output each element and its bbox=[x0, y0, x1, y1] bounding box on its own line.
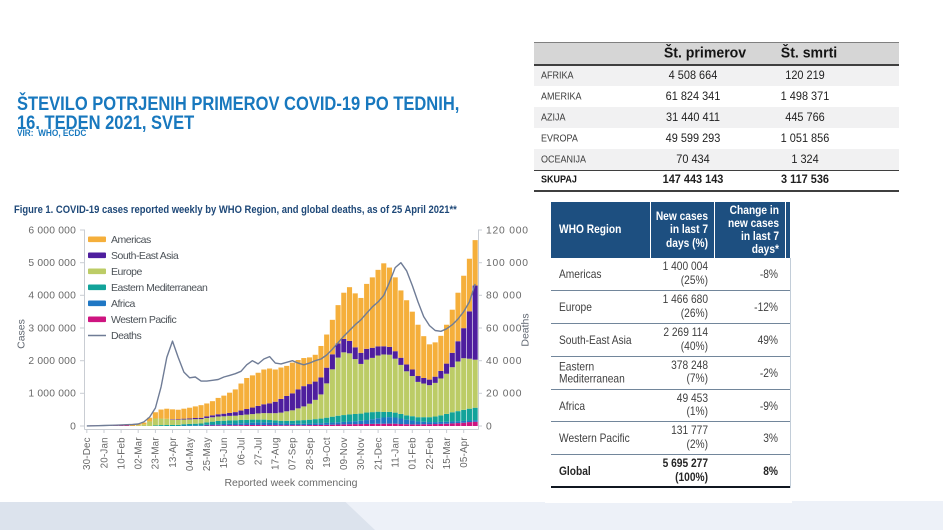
svg-text:11-Jan: 11-Jan bbox=[391, 437, 402, 467]
svg-text:01-Feb: 01-Feb bbox=[408, 437, 419, 470]
svg-text:Deaths: Deaths bbox=[520, 313, 532, 346]
svg-text:Reported week commencing: Reported week commencing bbox=[224, 477, 357, 489]
svg-text:Cases: Cases bbox=[16, 319, 28, 349]
svg-text:28-Sep: 28-Sep bbox=[305, 437, 316, 470]
svg-text:27-Jul: 27-Jul bbox=[253, 437, 264, 465]
svg-text:60 000: 60 000 bbox=[486, 323, 522, 334]
svg-text:Eastern Mediterranean: Eastern Mediterranean bbox=[111, 282, 208, 294]
svg-text:30-Dec: 30-Dec bbox=[82, 437, 93, 470]
svg-text:4 000 000: 4 000 000 bbox=[28, 291, 76, 302]
svg-text:3 000 000: 3 000 000 bbox=[28, 323, 76, 334]
svg-text:20-Jan: 20-Jan bbox=[99, 437, 110, 468]
svg-text:South-East Asia: South-East Asia bbox=[111, 250, 179, 262]
svg-text:Western Pacific: Western Pacific bbox=[111, 314, 176, 326]
svg-text:06-Jul: 06-Jul bbox=[236, 437, 247, 465]
svg-text:Africa: Africa bbox=[111, 298, 136, 310]
svg-text:30-Nov: 30-Nov bbox=[356, 437, 367, 470]
svg-text:04-May: 04-May bbox=[185, 437, 196, 471]
svg-text:05-Apr: 05-Apr bbox=[459, 437, 470, 468]
svg-text:6 000 000: 6 000 000 bbox=[28, 225, 76, 236]
svg-text:1 000 000: 1 000 000 bbox=[28, 389, 76, 400]
svg-text:25-May: 25-May bbox=[202, 437, 213, 471]
svg-text:Deaths: Deaths bbox=[111, 330, 142, 342]
svg-text:120 000: 120 000 bbox=[486, 225, 529, 236]
svg-text:2 000 000: 2 000 000 bbox=[28, 356, 76, 367]
svg-text:100 000: 100 000 bbox=[486, 258, 529, 269]
svg-text:19-Oct: 19-Oct bbox=[322, 437, 333, 468]
svg-text:15-Jun: 15-Jun bbox=[219, 437, 230, 468]
svg-text:Americas: Americas bbox=[111, 234, 151, 246]
svg-text:22-Feb: 22-Feb bbox=[425, 437, 436, 470]
svg-text:40 000: 40 000 bbox=[486, 356, 522, 367]
svg-text:15-Mar: 15-Mar bbox=[442, 437, 453, 470]
svg-text:17-Aug: 17-Aug bbox=[271, 437, 282, 470]
svg-text:20 000: 20 000 bbox=[486, 389, 522, 400]
svg-text:0: 0 bbox=[70, 421, 76, 432]
svg-text:5 000 000: 5 000 000 bbox=[28, 258, 76, 269]
svg-text:09-Nov: 09-Nov bbox=[339, 437, 350, 470]
svg-text:80 000: 80 000 bbox=[486, 291, 522, 302]
svg-text:23-Mar: 23-Mar bbox=[151, 437, 162, 470]
svg-text:0: 0 bbox=[486, 421, 493, 432]
svg-text:02-Mar: 02-Mar bbox=[134, 437, 145, 470]
svg-text:13-Apr: 13-Apr bbox=[168, 437, 179, 468]
svg-text:10-Feb: 10-Feb bbox=[116, 437, 127, 470]
svg-text:Europe: Europe bbox=[111, 266, 143, 278]
svg-text:21-Dec: 21-Dec bbox=[373, 437, 384, 470]
svg-text:07-Sep: 07-Sep bbox=[288, 437, 299, 470]
